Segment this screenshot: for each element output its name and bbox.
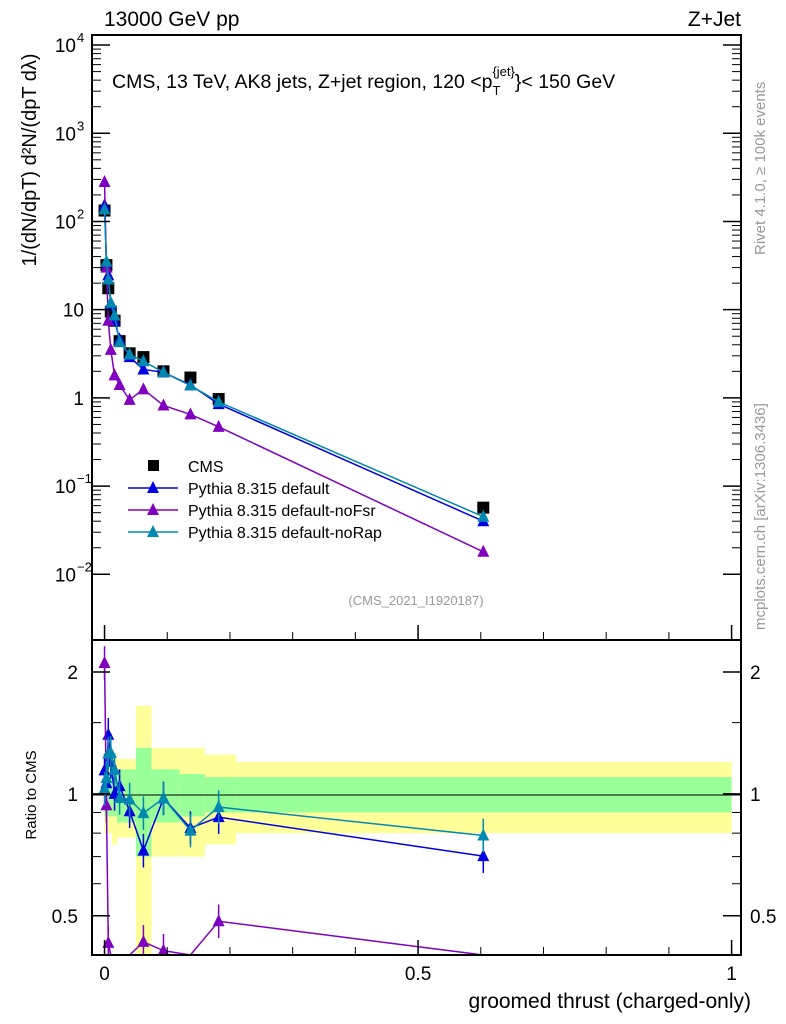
ratio-point — [108, 762, 121, 775]
ratio-y-tick-label: 1 — [67, 785, 78, 806]
data-point — [100, 254, 113, 267]
data-point — [137, 382, 150, 395]
data-point — [102, 272, 115, 285]
y-tick-label: 10 — [63, 301, 84, 322]
data-point — [113, 377, 126, 390]
ratio-point — [100, 771, 113, 784]
mcplots-credit: mcplots.cern.ch [arXiv:1306.3436] — [752, 403, 769, 630]
x-tick-label: 0.5 — [405, 964, 431, 985]
data-point — [137, 354, 150, 367]
ratio-point — [212, 914, 225, 927]
y-tick-label: 10 — [55, 212, 76, 233]
ratio-point — [477, 849, 490, 862]
data-point — [477, 509, 490, 522]
ratio-y-tick-label: 1 — [750, 785, 761, 806]
ratio-point — [184, 823, 197, 836]
header-left: 13000 GeV pp — [104, 8, 239, 31]
ratio-point — [212, 800, 225, 813]
x-tick-label: 1 — [726, 964, 737, 985]
y-tick-exponent: −1 — [77, 471, 92, 486]
ratio-point — [102, 935, 115, 948]
series-line — [103, 209, 484, 518]
data-point — [184, 407, 197, 420]
ratio-frame — [91, 639, 742, 956]
ratio-point — [123, 792, 136, 805]
cms-data-point — [102, 282, 115, 295]
rivet-version: Rivet 4.1.0, ≥ 100k events — [752, 82, 769, 255]
legend-label: Pythia 8.315 default — [188, 481, 330, 498]
data-point — [477, 544, 490, 557]
ratio-point — [104, 745, 117, 758]
ratio-point — [98, 656, 111, 669]
y-tick-exponent: 4 — [77, 30, 84, 45]
data-point — [113, 335, 126, 348]
data-point — [102, 313, 115, 326]
ratio-point — [98, 781, 111, 794]
ratio-point — [157, 791, 170, 804]
legend-marker — [147, 503, 159, 515]
legend-marker — [147, 481, 159, 493]
x-axis-label: groomed thrust (charged-only) — [469, 990, 751, 1013]
chart-title: CMS, 13 TeV, AK8 jets, Z+jet region, 120… — [112, 64, 615, 98]
ratio-y-tick-label: 0.5 — [750, 907, 776, 928]
data-point — [98, 202, 111, 215]
data-point — [184, 378, 197, 391]
legend-label: Pythia 8.315 default-noFsr — [188, 503, 376, 520]
data-point — [108, 368, 121, 381]
header-right: Z+Jet — [688, 8, 741, 31]
y-tick-label: 10 — [55, 565, 76, 586]
data-point — [108, 308, 121, 321]
data-point — [212, 394, 225, 407]
ratio-y-tick-label: 2 — [67, 663, 78, 684]
ratio-y-tick-label: 0.5 — [52, 907, 78, 928]
legend-label: Pythia 8.315 default-noRap — [188, 525, 382, 542]
y-tick-label: 10 — [55, 36, 76, 57]
analysis-id: (CMS_2021_I1920187) — [348, 593, 483, 608]
y-tick-label: 10 — [55, 477, 76, 498]
y-tick-label: 10 — [55, 124, 76, 145]
data-point — [104, 342, 117, 355]
x-tick-label: 0 — [99, 964, 110, 985]
data-point — [212, 419, 225, 432]
data-point — [157, 398, 170, 411]
ratio-point — [477, 828, 490, 841]
data-point — [157, 365, 170, 378]
legend-marker — [147, 525, 159, 537]
y-tick-exponent: 2 — [77, 206, 84, 221]
y-tick-label: 1 — [73, 389, 84, 410]
ratio-point — [157, 943, 170, 956]
series-line — [103, 182, 484, 553]
ratio-y-axis-label: Ratio to CMS — [23, 750, 40, 839]
data-point — [123, 347, 136, 360]
data-point — [123, 392, 136, 405]
legend: CMS Pythia 8.315 default Pythia 8.315 defa… — [128, 459, 382, 542]
ratio-point — [100, 798, 113, 811]
data-point — [98, 175, 111, 188]
ratio-point — [137, 934, 150, 947]
ratio-point — [113, 790, 126, 803]
ratio-y-tick-label: 2 — [750, 663, 761, 684]
ratio-point — [137, 843, 150, 856]
ratio-point — [137, 806, 150, 819]
y-axis-label: 1/(dN/dpT) d²N/(dpT dλ) — [19, 53, 41, 266]
cms-data-point — [477, 501, 490, 514]
series-pythia-8-315-default-norap — [98, 202, 490, 853]
data-point — [104, 295, 117, 308]
series-line — [103, 205, 484, 522]
legend-marker — [148, 460, 159, 471]
y-tick-exponent: −2 — [77, 559, 92, 574]
main-frame — [91, 34, 742, 641]
cms-data-point — [184, 371, 197, 384]
y-tick-exponent: 3 — [77, 118, 84, 133]
legend-label: CMS — [188, 459, 224, 476]
data-point — [137, 362, 150, 375]
